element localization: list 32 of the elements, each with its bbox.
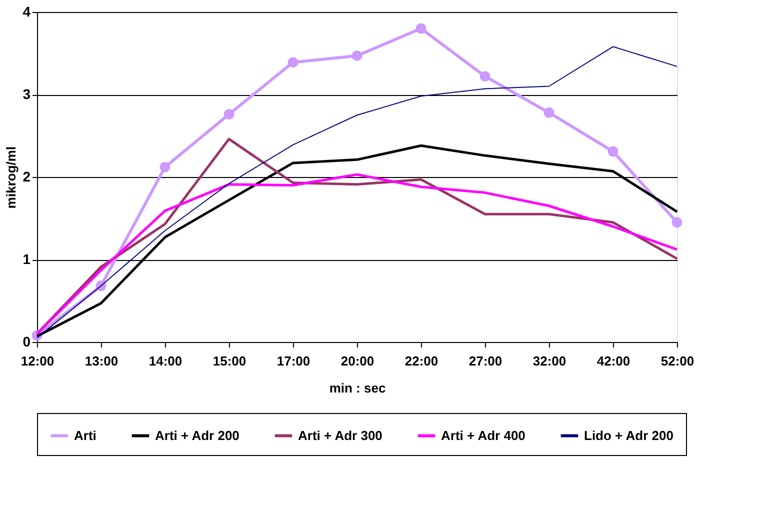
legend-label: Arti (74, 428, 96, 443)
y-axis-title: mikrog/ml (4, 146, 19, 209)
y-tick-label: 2 (22, 168, 31, 184)
x-tick-label: 15:00 (212, 354, 246, 368)
y-tick-label: 0 (22, 334, 31, 350)
x-tick-label: 27:00 (468, 354, 502, 368)
x-tick-label: 12:00 (20, 354, 54, 368)
x-tick-label: 52:00 (660, 354, 694, 368)
legend-label: Lido + Adr 200 (584, 428, 674, 443)
legend-label: Arti + Adr 400 (441, 428, 526, 443)
x-tick-label: 17:00 (276, 354, 310, 368)
y-tick-label: 4 (22, 4, 31, 20)
point (416, 23, 426, 34)
legend-label: Arti + Adr 300 (298, 428, 382, 443)
point (224, 109, 234, 120)
point (672, 217, 682, 228)
x-tick-label: 14:00 (148, 354, 182, 368)
y-tick-label: 3 (22, 86, 31, 102)
x-tick-label: 42:00 (596, 354, 630, 368)
x-tick-label: 20:00 (340, 354, 374, 368)
y-tick-label: 1 (22, 251, 31, 267)
x-tick-label: 22:00 (404, 354, 438, 368)
point (160, 162, 170, 172)
legend-label: Arti + Adr 200 (155, 428, 240, 443)
x-tick-label: 32:00 (532, 354, 566, 368)
point (480, 71, 490, 82)
point (608, 146, 618, 157)
point (288, 57, 298, 68)
point (544, 107, 554, 118)
x-axis-title: min : sec (329, 380, 386, 396)
x-tick-label: 13:00 (84, 354, 118, 368)
point (352, 50, 362, 61)
